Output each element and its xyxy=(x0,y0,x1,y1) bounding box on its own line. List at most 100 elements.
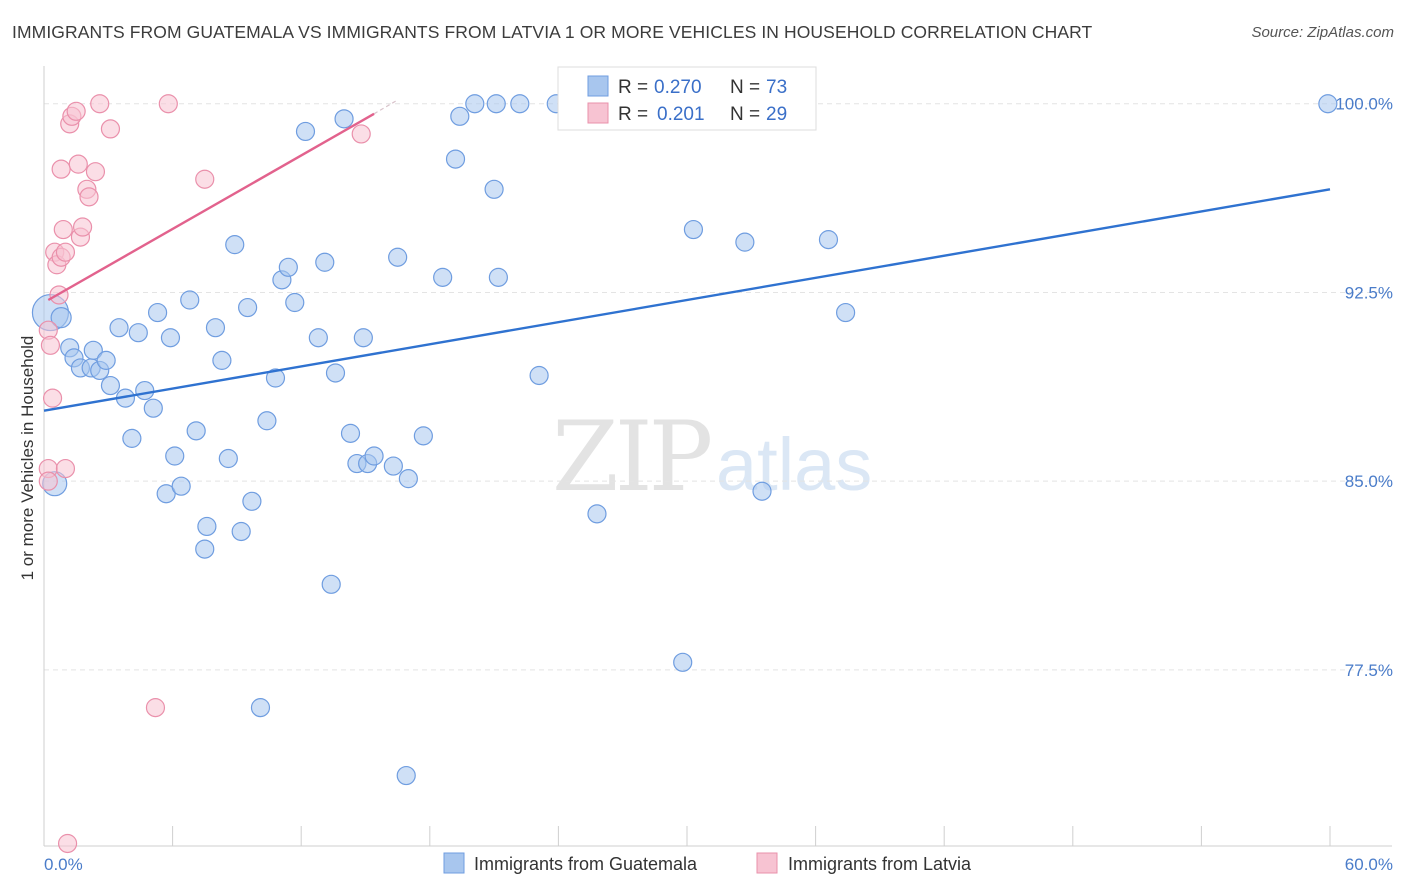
data-point xyxy=(53,219,73,240)
data-point xyxy=(465,94,485,114)
data-point xyxy=(128,323,148,343)
legend-n-value-guatemala: 73 xyxy=(766,77,787,98)
data-point xyxy=(40,335,61,355)
data-point xyxy=(752,481,772,501)
y-tick-label: 77.5% xyxy=(1345,661,1393,680)
data-point xyxy=(160,328,181,348)
data-point xyxy=(673,652,693,672)
data-point xyxy=(165,446,185,466)
data-point xyxy=(68,154,88,174)
data-point xyxy=(238,297,258,318)
bottom-legend-swatch-guatemala xyxy=(443,852,465,874)
data-point xyxy=(51,159,71,179)
legend-r-value-guatemala: 0.270 xyxy=(654,77,702,98)
data-point xyxy=(197,516,217,537)
watermark: ZIP atlas xyxy=(552,401,872,513)
grid-lines xyxy=(44,103,1392,671)
trend-line xyxy=(43,188,1331,412)
data-point xyxy=(250,698,271,718)
legend-r-label-guatemala: R = xyxy=(618,77,648,98)
watermark-zip: ZIP xyxy=(552,401,711,513)
data-point xyxy=(388,247,408,267)
data-point xyxy=(122,428,142,448)
series-guatemala-points xyxy=(31,94,1338,786)
data-point xyxy=(79,187,99,207)
series-legend: Immigrants from Guatemala Immigrants fro… xyxy=(443,852,972,874)
chart-title: IMMIGRANTS FROM GUATEMALA VS IMMIGRANTS … xyxy=(12,22,1093,42)
data-point xyxy=(257,411,277,431)
data-point xyxy=(351,124,371,144)
trend-lines xyxy=(43,99,1331,412)
data-point xyxy=(147,302,168,323)
data-point xyxy=(529,365,549,386)
trend-line-extension xyxy=(373,99,398,115)
data-point xyxy=(818,230,839,250)
data-point xyxy=(265,368,286,388)
data-point xyxy=(100,375,121,396)
legend-n-label-latvia: N = xyxy=(730,104,760,125)
data-point xyxy=(445,149,466,169)
data-point xyxy=(836,302,856,323)
data-point xyxy=(308,328,328,348)
data-point xyxy=(135,380,155,401)
data-point xyxy=(334,109,354,129)
data-point xyxy=(321,574,341,594)
data-point xyxy=(195,539,215,559)
data-point xyxy=(735,232,755,252)
y-tick-label: 100.0% xyxy=(1335,95,1393,114)
data-point xyxy=(96,350,116,370)
data-point xyxy=(205,318,226,338)
data-point xyxy=(180,290,200,310)
data-point xyxy=(42,388,63,408)
trend-line xyxy=(47,112,375,302)
data-point xyxy=(413,426,433,446)
data-point xyxy=(38,471,58,491)
data-point xyxy=(109,318,129,338)
y-tick-label: 85.0% xyxy=(1345,472,1393,491)
data-point xyxy=(278,257,298,277)
data-point xyxy=(484,179,504,199)
y-tick-labels: 100.0% 92.5% 85.0% 77.5% xyxy=(1335,95,1393,680)
data-point xyxy=(100,119,121,139)
legend-r-label-latvia: R = xyxy=(618,104,648,125)
legend-swatch-latvia xyxy=(587,102,609,124)
data-point xyxy=(398,469,418,489)
data-point xyxy=(486,94,506,114)
data-point xyxy=(231,521,251,542)
legend-n-value-latvia: 29 xyxy=(766,104,787,125)
data-point xyxy=(587,504,607,524)
bottom-legend-label-latvia: Immigrants from Latvia xyxy=(788,854,972,874)
data-point xyxy=(72,217,93,237)
data-point xyxy=(218,448,238,469)
data-point xyxy=(66,101,86,121)
series-latvia-points xyxy=(38,94,371,854)
x-tick-label-min: 0.0% xyxy=(44,855,83,874)
data-point xyxy=(315,252,335,272)
data-point xyxy=(143,398,163,418)
data-point xyxy=(488,267,508,287)
data-point xyxy=(325,363,346,383)
source-label: Source: ZipAtlas.com xyxy=(1251,24,1394,41)
watermark-atlas: atlas xyxy=(716,423,872,506)
data-point xyxy=(145,698,166,718)
data-point xyxy=(212,350,232,370)
data-point xyxy=(55,242,76,262)
data-point xyxy=(195,169,215,189)
data-point xyxy=(340,423,361,443)
x-tick-label-max: 60.0% xyxy=(1345,855,1393,874)
data-point xyxy=(242,491,262,511)
axes xyxy=(43,66,1392,847)
data-point xyxy=(683,219,704,240)
legend-n-label-guatemala: N = xyxy=(730,77,760,98)
bottom-legend-swatch-latvia xyxy=(756,852,778,874)
x-tick-labels: 0.0% 60.0% xyxy=(44,855,1393,874)
data-point xyxy=(285,292,305,313)
stats-legend: R = 0.270 N = 73 R = 0.201 N = 29 xyxy=(557,66,817,131)
legend-r-value-latvia: 0.201 xyxy=(657,104,705,125)
data-point xyxy=(295,121,316,142)
data-point xyxy=(57,833,78,854)
legend-swatch-guatemala xyxy=(587,75,609,97)
data-point xyxy=(85,162,106,182)
y-tick-label: 92.5% xyxy=(1345,283,1393,302)
